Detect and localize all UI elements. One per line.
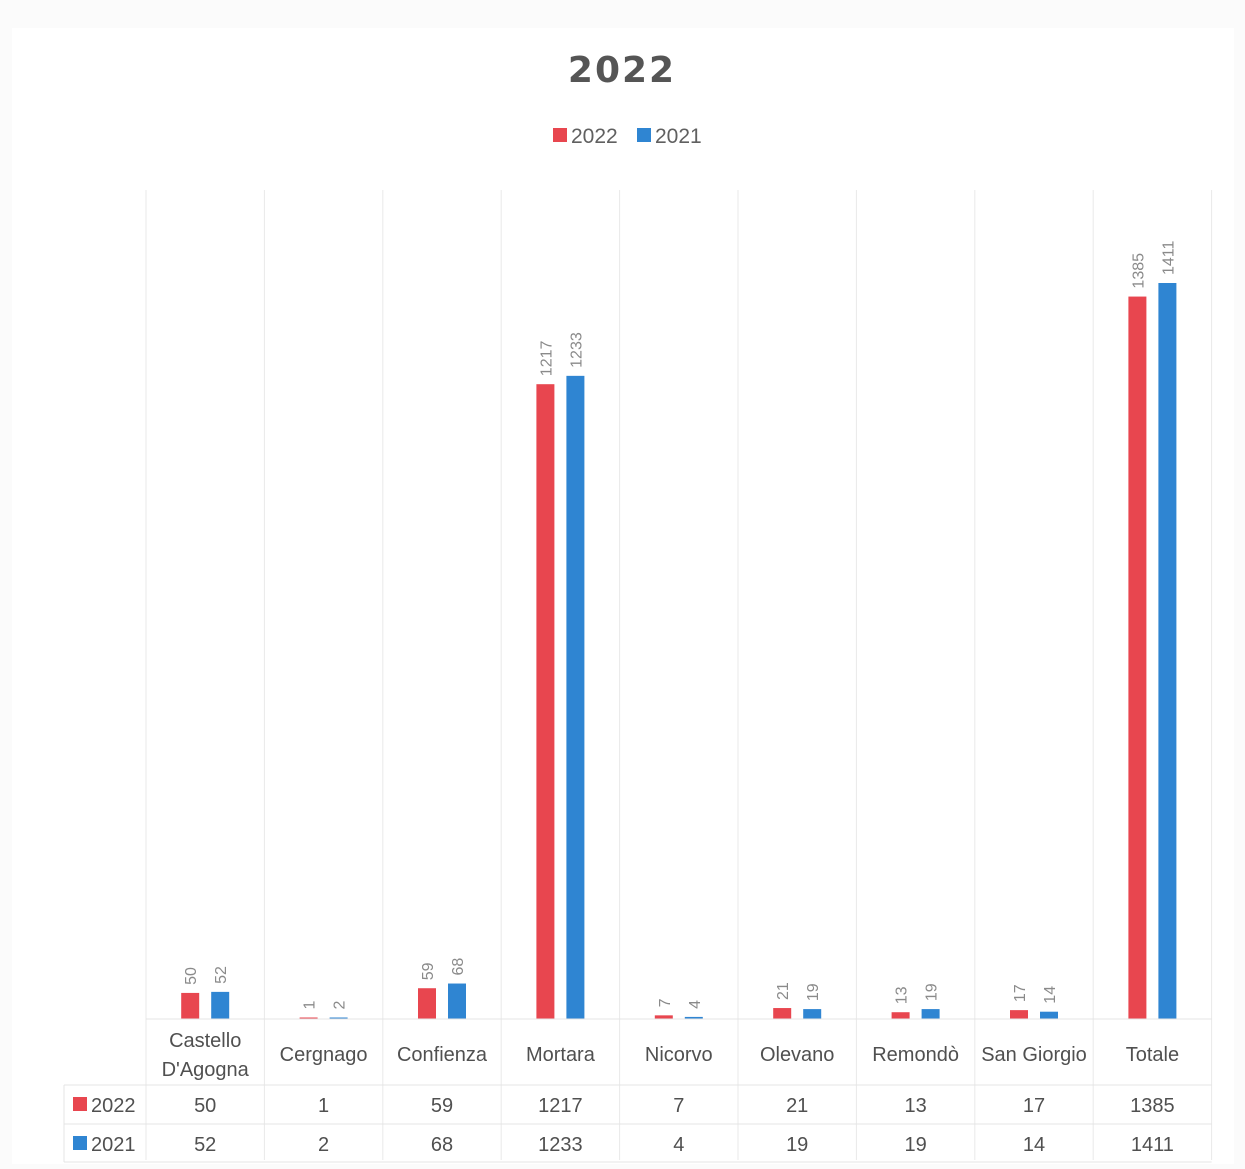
data-label-castello-d-agogna-2022: 50: [183, 967, 200, 985]
bar-olevano-2022: [773, 1008, 792, 1019]
table-series-label-2021: 2021: [91, 1134, 136, 1156]
table-key-2022: [73, 1097, 87, 1111]
category-label-san-giorgio: San Giorgio: [981, 1044, 1087, 1066]
data-labels: 50 52 1 2 59 68 1217 1233 7 4 21 19 13 19 17 14 1385 1411: [183, 240, 1177, 1009]
data-label-confienza-2021: 68: [450, 958, 467, 976]
category-label-confienza: Confienza: [397, 1044, 488, 1066]
category-label-remond: Remondò: [872, 1044, 959, 1066]
table-cell-san-giorgio-2022: 17: [1023, 1095, 1045, 1117]
data-label-totale-2022: 1385: [1130, 253, 1147, 289]
data-label-totale-2021: 1411: [1160, 240, 1177, 275]
table-cell-nicorvo-2022: 7: [673, 1095, 684, 1117]
legend-swatch-2021: [637, 128, 651, 142]
table-cell-remond-2021: 19: [904, 1134, 926, 1156]
chart-frame: [12, 28, 1234, 1164]
bar-remond-2021: [921, 1009, 940, 1019]
bar-totale-2021: [1158, 283, 1177, 1019]
bar-cergnago-2022: [299, 1017, 318, 1019]
legend-label-2022: 2022: [571, 125, 618, 148]
bar-confienza-2021: [448, 983, 466, 1019]
bar-olevano-2021: [803, 1009, 822, 1019]
bar-mortara-2022: [536, 384, 555, 1019]
data-label-remond-2021: 19: [924, 983, 941, 1001]
bar-cergnago-2021: [329, 1017, 348, 1019]
chart-title: 2022: [568, 50, 676, 91]
bar-nicorvo-2021: [684, 1016, 703, 1019]
table-cell-olevano-2022: 21: [786, 1095, 808, 1117]
data-label-cergnago-2021: 2: [332, 1001, 349, 1010]
table-cell-totale-2021: 1411: [1131, 1134, 1174, 1156]
category-label-totale: Totale: [1126, 1044, 1179, 1066]
data-label-san-giorgio-2022: 17: [1012, 984, 1029, 1002]
category-grid: [145, 190, 1213, 1160]
data-label-remond-2022: 13: [894, 986, 911, 1004]
data-label-cergnago-2022: 1: [302, 1001, 319, 1010]
table-cell-remond-2022: 13: [904, 1095, 926, 1117]
bar-castello-d-agogna-2022: [181, 992, 200, 1019]
data-label-olevano-2021: 19: [805, 983, 822, 1001]
data-label-san-giorgio-2021: 14: [1042, 986, 1059, 1004]
bar-san-giorgio-2022: [1010, 1010, 1028, 1019]
bar-totale-2022: [1128, 296, 1147, 1019]
bar-nicorvo-2022: [654, 1015, 673, 1019]
table-cell-olevano-2021: 19: [786, 1134, 808, 1156]
data-label-nicorvo-2022: 7: [657, 998, 674, 1007]
category-label-castello-d-agogna: Castello D'Agogna: [162, 1030, 250, 1081]
table-cell-cergnago-2021: 2: [318, 1134, 329, 1156]
table-cell-confienza-2021: 68: [431, 1134, 453, 1156]
data-label-mortara-2022: 1217: [538, 340, 555, 376]
bar-confienza-2022: [418, 988, 436, 1019]
bar-remond-2022: [891, 1012, 910, 1019]
table-cell-castello-d-agogna-2021: 52: [194, 1134, 216, 1156]
bar-castello-d-agogna-2021: [211, 991, 230, 1019]
legend: 2022 2021: [553, 125, 702, 148]
data-table: Castello D'Agogna Cergnago Confienza Mortara…: [63, 1018, 1212, 1163]
bars: [181, 283, 1177, 1019]
data-label-castello-d-agogna-2021: 52: [213, 966, 230, 984]
category-label-nicorvo: Nicorvo: [645, 1044, 713, 1066]
data-label-olevano-2022: 21: [775, 982, 792, 1000]
table-series-label-2022: 2022: [91, 1095, 136, 1117]
category-label-olevano: Olevano: [760, 1044, 835, 1066]
bar-san-giorgio-2021: [1040, 1011, 1058, 1019]
table-cell-nicorvo-2021: 4: [673, 1134, 684, 1156]
table-cell-cergnago-2022: 1: [318, 1095, 329, 1117]
data-label-confienza-2022: 59: [420, 962, 437, 980]
table-cell-castello-d-agogna-2022: 50: [194, 1095, 216, 1117]
table-cell-mortara-2022: 1217: [538, 1095, 583, 1117]
bar-mortara-2021: [566, 375, 585, 1019]
data-label-mortara-2021: 1233: [568, 332, 585, 368]
data-label-nicorvo-2021: 4: [687, 1000, 704, 1009]
table-cell-san-giorgio-2021: 14: [1023, 1134, 1045, 1156]
table-cell-mortara-2021: 1233: [538, 1134, 583, 1156]
legend-swatch-2022: [553, 128, 567, 142]
category-label-mortara: Mortara: [526, 1044, 596, 1066]
table-cell-confienza-2022: 59: [431, 1095, 453, 1117]
table-key-2021: [73, 1136, 87, 1150]
legend-label-2021: 2021: [655, 125, 702, 148]
table-cell-totale-2022: 1385: [1130, 1095, 1175, 1117]
category-label-cergnago: Cergnago: [280, 1044, 368, 1066]
